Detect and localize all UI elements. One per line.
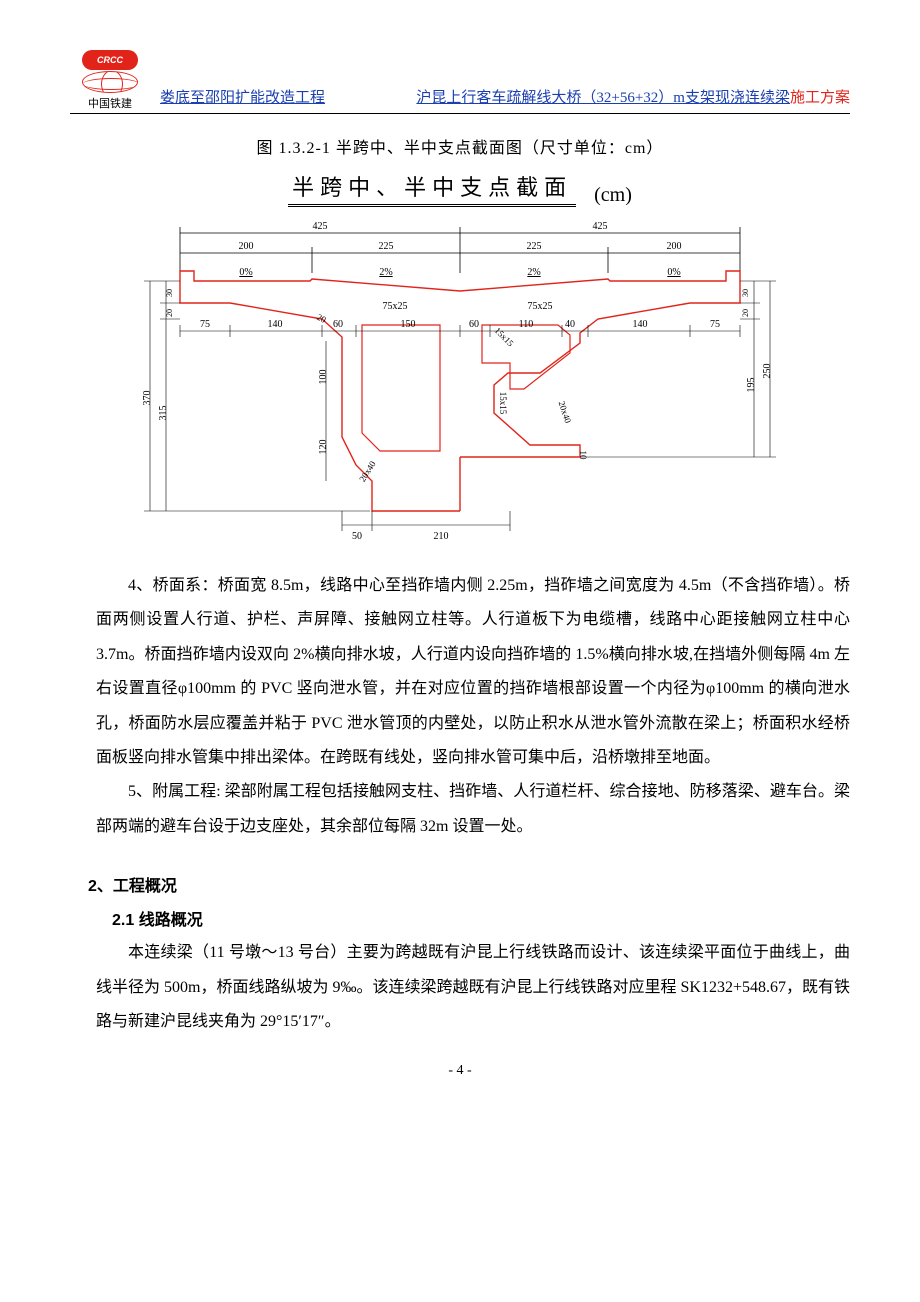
chamfer-20x40-l: 20x40: [357, 459, 378, 484]
dim-60-r: 60: [469, 319, 479, 330]
figure-subtitle: 半跨中、半中支点截面: [288, 170, 576, 207]
dim-20-r: 20: [741, 309, 750, 317]
dim-110: 110: [519, 319, 534, 330]
crcc-logo: CRCC 中国铁建: [70, 50, 150, 111]
dim-10: 10: [578, 451, 588, 461]
globe-icon: [82, 71, 138, 93]
dim-225-r: 225: [527, 241, 542, 252]
dim-250: 250: [762, 364, 773, 379]
dim-195: 195: [746, 378, 757, 393]
dim-140-r: 140: [633, 319, 648, 330]
page-number: - 4 -: [70, 1063, 850, 1079]
paragraph-2-1: 本连续梁（11 号墩～13 号台）主要为跨越既有沪昆上行线铁路而设计、该连续梁平…: [96, 936, 850, 1039]
header-right-red: 施工方案: [790, 90, 850, 106]
dim-60-l: 60: [333, 319, 343, 330]
dim-210: 210: [434, 531, 449, 542]
chamfer-20x40-r: 20x40: [557, 400, 574, 425]
dim-75-l: 75: [200, 319, 210, 330]
slope-0-l: 0%: [239, 267, 252, 278]
dim-200-r: 200: [667, 241, 682, 252]
dim-140-l: 140: [268, 319, 283, 330]
chamfer-15x15-a: 15x15: [493, 325, 516, 348]
page-header: CRCC 中国铁建 娄底至邵阳扩能改造工程 沪昆上行客车疏解线大桥（32+56+…: [70, 50, 850, 114]
dim-225-l: 225: [379, 241, 394, 252]
chamfer-75x25-r: 75x25: [528, 301, 553, 312]
dim-315: 315: [158, 406, 169, 421]
figure-subtitle-row: 半跨中、半中支点截面 (cm): [70, 170, 850, 207]
header-right-blue: 沪昆上行客车疏解线大桥（32+56+32）m支架现浇连续梁: [416, 90, 790, 106]
dim-120: 120: [318, 440, 329, 455]
chamfer-75x25-l: 75x25: [383, 301, 408, 312]
figure-caption: 图 1.3.2-1 半跨中、半中支点截面图（尺寸单位：cm）: [70, 134, 850, 158]
slope-2-l: 2%: [379, 267, 392, 278]
dim-100: 100: [318, 370, 329, 385]
dim-370: 370: [142, 391, 153, 406]
header-left: 娄底至邵阳扩能改造工程: [160, 86, 325, 107]
dim-30-l: 30: [165, 289, 174, 297]
dim-200-l: 200: [239, 241, 254, 252]
section-2-head: 2、工程概况: [88, 872, 850, 896]
paragraph-4: 4、桥面系：桥面宽 8.5m，线路中心至挡砟墙内侧 2.25m，挡砟墙之间宽度为…: [96, 569, 850, 775]
cross-section-diagram: 425 425 200 225 225 200 0% 2% 2% 0%: [70, 213, 850, 543]
logo-subtext: 中国铁建: [88, 95, 132, 111]
dim-425-r: 425: [593, 221, 608, 232]
header-right: 沪昆上行客车疏解线大桥（32+56+32）m支架现浇连续梁施工方案: [416, 86, 850, 107]
dim-75-r: 75: [710, 319, 720, 330]
logo-pill: CRCC: [82, 50, 138, 70]
chamfer-15x15-b: 15x15: [498, 392, 508, 415]
dim-150: 150: [401, 319, 416, 330]
paragraph-5: 5、附属工程: 梁部附属工程包括接触网支柱、挡砟墙、人行道栏杆、综合接地、防移落…: [96, 775, 850, 844]
dim-20-l: 20: [165, 309, 174, 317]
section-2-1-head: 2.1 线路概况: [112, 906, 850, 930]
dim-425-l: 425: [313, 221, 328, 232]
dim-30-r: 30: [741, 289, 750, 297]
figure-unit: (cm): [594, 184, 632, 207]
header-titles: 娄底至邵阳扩能改造工程 沪昆上行客车疏解线大桥（32+56+32）m支架现浇连续…: [150, 86, 850, 111]
slope-2-r: 2%: [527, 267, 540, 278]
slope-0-r: 0%: [667, 267, 680, 278]
dim-50: 50: [352, 531, 362, 542]
dim-40: 40: [565, 319, 575, 330]
